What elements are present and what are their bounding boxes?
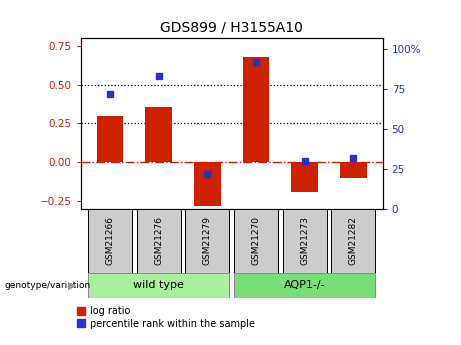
Bar (96, 116, 123, 162)
Bar (291, 162, 318, 192)
Bar (283, 209, 327, 273)
Bar (136, 209, 181, 273)
Legend: log ratio, percentile rank within the sample: log ratio, percentile rank within the sa… (77, 305, 256, 330)
Text: GSM21279: GSM21279 (203, 216, 212, 265)
Text: GSM21266: GSM21266 (106, 216, 114, 265)
Title: GDS899 / H3155A10: GDS899 / H3155A10 (160, 20, 303, 34)
Bar (185, 209, 229, 273)
Bar (88, 273, 229, 298)
Text: GSM21270: GSM21270 (252, 216, 260, 265)
Bar (234, 209, 278, 273)
Text: wild type: wild type (133, 280, 184, 290)
Text: AQP1-/-: AQP1-/- (284, 280, 325, 290)
Text: ▶: ▶ (68, 280, 76, 290)
Bar (234, 273, 375, 298)
Bar (331, 209, 375, 273)
Bar (194, 162, 221, 206)
Text: GSM21282: GSM21282 (349, 216, 358, 265)
Bar (242, 57, 269, 162)
Text: GSM21276: GSM21276 (154, 216, 163, 265)
Text: GSM21273: GSM21273 (300, 216, 309, 265)
Text: genotype/variation: genotype/variation (5, 281, 91, 290)
Bar (145, 107, 172, 162)
Bar (88, 209, 132, 273)
Bar (340, 162, 367, 178)
